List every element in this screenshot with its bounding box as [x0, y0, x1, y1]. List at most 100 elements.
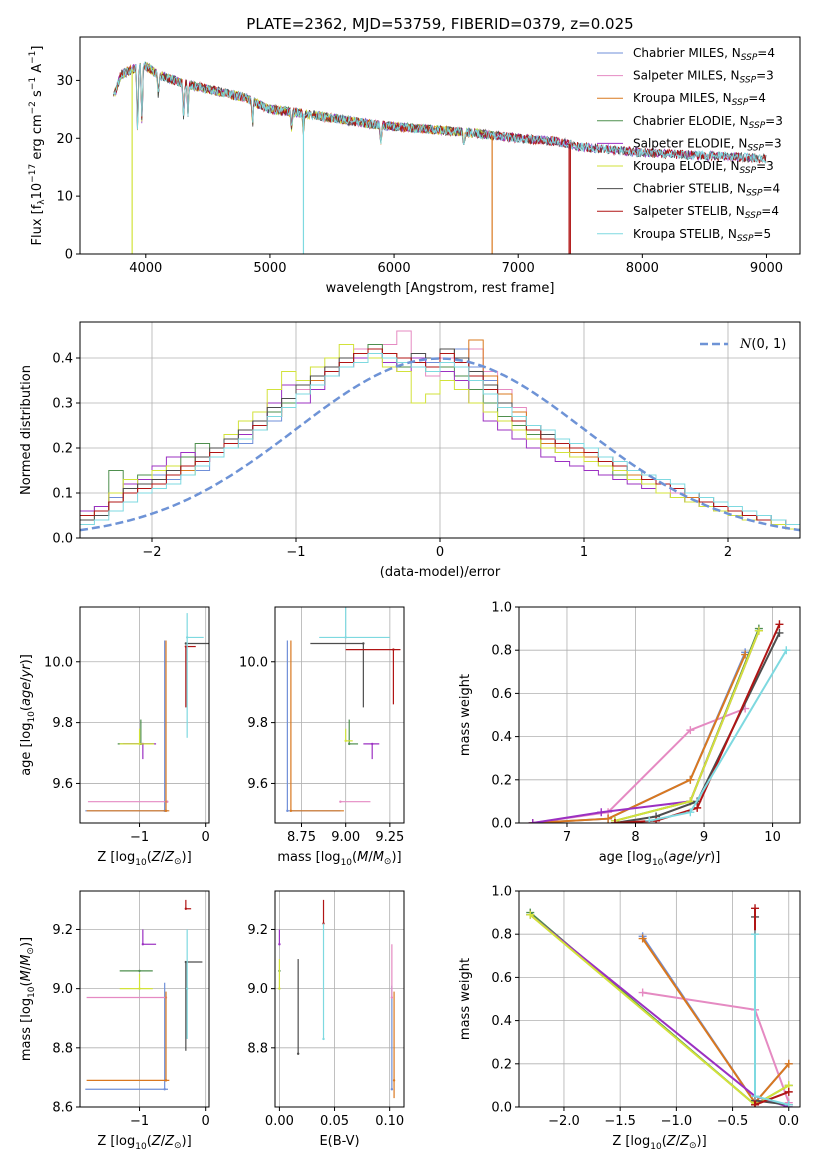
point-kroupa-miles [164, 1079, 168, 1082]
spectrum-xtick-label: 4000 [129, 261, 162, 276]
point-salpeter-miles [390, 996, 394, 999]
legend-entry-kroupa-miles: Kroupa MILES, NSSP=4 [633, 91, 766, 108]
residuals-xtick-label: −1 [286, 545, 305, 560]
point-chabrier-stelib [184, 960, 188, 964]
residuals-xtick-label: 0 [436, 545, 444, 560]
residuals-ytick-label: 0.4 [52, 352, 73, 367]
point-kroupa-elodie [278, 987, 281, 990]
marker-kroupa-miles [784, 1059, 793, 1068]
spectrum-xtick-label: 5000 [253, 261, 286, 276]
residuals-legend: N(0, 1) [700, 337, 786, 352]
point-salpeter-stelib [184, 645, 188, 648]
mass_weight_vs_Z-xtick-label: −1.5 [604, 1114, 636, 1129]
point-salpeter-stelib [184, 907, 188, 910]
mass_vs_Z-ylabel: mass [log10(M/M⊙)] [19, 937, 37, 1061]
mass_weight_vs_Z-ylabel: mass weight [458, 958, 473, 1040]
figure-title: PLATE=2362, MJD=53759, FIBERID=0379, z=0… [246, 15, 633, 33]
mass_weight_vs_Z-ytick-label: 0.0 [491, 1101, 512, 1116]
age_vs_mass-xlabel: mass [log10(M/M⊙)] [277, 850, 401, 868]
legend-entry-salpeter-stelib: Salpeter STELIB, NSSP=4 [633, 204, 779, 221]
point-salpeter-miles [166, 800, 169, 803]
age_vs_mass-xtick-label: 9.25 [375, 830, 404, 845]
mass_weight_vs_age-ytick-label: 1.0 [491, 601, 512, 616]
spectrum-plot-area [113, 61, 767, 254]
marker-kroupa-elodie [526, 910, 535, 919]
mass_vs_Z-xtick-label: −1 [130, 1114, 149, 1129]
age_vs_Z-xtick-label: 0 [202, 830, 210, 845]
residuals-xtick-label: −2 [142, 545, 161, 560]
marker-kroupa-stelib [686, 808, 695, 817]
point-chabrier-elodie [348, 742, 351, 746]
mass_vs_ebv-xtick-label: 0.05 [320, 1114, 349, 1129]
marker-kroupa-miles [638, 934, 647, 943]
legend-entry-kroupa-elodie: Kroupa ELODIE, NSSP=3 [633, 159, 774, 176]
marker-kroupa-elodie [754, 626, 763, 635]
marker-kroupa-stelib [645, 816, 654, 823]
spectrum-ytick-label: 30 [56, 74, 73, 89]
mass_weight_vs_age-frame [518, 606, 801, 824]
age_vs_Z-ytick-label: 10.0 [44, 655, 73, 670]
series-line-kroupa-miles [532, 654, 747, 823]
point-kroupa-miles [164, 809, 168, 813]
mass_weight_vs_Z-frame [518, 890, 801, 1108]
marker-salpeter-miles [638, 988, 647, 997]
mass_vs_ebv-xlabel: E(B-V) [319, 1134, 359, 1149]
mass_weight_vs_Z-xtick-label: −0.5 [717, 1114, 749, 1129]
spectrum-series-kroupa-stelib [113, 61, 767, 164]
age_vs_mass-frame [274, 606, 405, 824]
spectrum-xlabel: wavelength [Angstrom, rest frame] [326, 281, 555, 296]
age_vs_mass-xtick-label: 8.75 [287, 830, 316, 845]
mass_weight_vs_Z-ytick-label: 1.0 [491, 885, 512, 900]
chart-spectrum: Chabrier MILES, NSSP=4 Salpeter MILES, NS… [28, 36, 801, 296]
mass_vs_Z-ytick-label: 8.6 [52, 1101, 73, 1116]
age_vs_Z-xlabel: Z [log10(Z/Z⊙)] [97, 850, 191, 868]
residual-hist-kroupa-stelib [80, 353, 800, 525]
age_vs_mass-ytick-label: 9.6 [247, 777, 268, 792]
marker-kroupa-miles [604, 814, 613, 823]
mass_weight_vs_age-ytick-label: 0.8 [491, 644, 512, 659]
residuals-ytick-label: 0.2 [52, 442, 73, 457]
mass_weight_vs_age-xtick-label: 8 [631, 830, 639, 845]
mass_vs_ebv-plot-area [278, 899, 396, 1099]
mass_weight_vs_age-plot-area [528, 620, 791, 823]
mass_vs_Z-ytick-label: 8.8 [52, 1041, 73, 1056]
marker-kroupa-stelib [784, 1100, 793, 1107]
mass_weight_vs_Z-xlabel: Z [log10(Z/Z⊙)] [612, 1134, 706, 1152]
point-salpeter-miles [339, 800, 342, 803]
mass_weight_vs_age-xlabel: age [log10(age/yr)] [599, 850, 721, 868]
point-kroupa-elodie [344, 739, 347, 743]
mass_weight_vs_age-ytick-label: 0.0 [491, 817, 512, 832]
residuals-ytick-label: 0.3 [52, 397, 73, 412]
spectrum-legend: Chabrier MILES, NSSP=4 Salpeter MILES, NS… [597, 46, 783, 244]
chart-age_vs_mass: 8.75 9.00 9.25 9.6 9.8 10.0 mass [log10(M/M⊙)] [239, 606, 405, 868]
age_vs_Z-xtick-label: −1 [130, 830, 149, 845]
marker-salpeter-stelib [610, 819, 619, 823]
legend-entry-kroupa-stelib: Kroupa STELIB, NSSP=5 [633, 227, 771, 244]
point-salpeter-elodie [370, 742, 374, 746]
point-chabrier-miles [163, 1088, 166, 1091]
spectrum-xtick-label: 8000 [626, 261, 659, 276]
marker-salpeter-miles [686, 726, 695, 735]
mass_vs_ebv-xtick-label: 0.10 [375, 1114, 404, 1129]
mass_weight_vs_age-ytick-label: 0.2 [491, 773, 512, 788]
point-kroupa-elodie [138, 742, 141, 746]
point-kroupa-stelib [185, 636, 189, 639]
point-kroupa-miles [289, 809, 293, 813]
point-salpeter-elodie [141, 943, 145, 946]
marker-kroupa-miles [686, 775, 695, 784]
age_vs_mass-plot-area [286, 607, 401, 813]
spectrum-xtick-label: 7000 [502, 261, 535, 276]
age_vs_mass-xtick-label: 9.00 [331, 830, 360, 845]
mass_vs_Z-xlabel: Z [log10(Z/Z⊙)] [97, 1134, 191, 1152]
panels: Chabrier MILES, NSSP=4 Salpeter MILES, NS… [19, 36, 801, 1152]
mass_vs_ebv-ytick-label: 8.8 [247, 1041, 268, 1056]
mass_vs_Z-xtick-label: 0 [202, 1114, 210, 1129]
mass_weight_vs_age-xtick-label: 9 [700, 830, 708, 845]
marker-salpeter-stelib [751, 1100, 760, 1107]
legend-entry-salpeter-miles: Salpeter MILES, NSSP=3 [633, 69, 774, 86]
marker-salpeter-elodie [528, 819, 537, 823]
age_vs_Z-plot-area [85, 613, 209, 813]
legend-entry-chabrier-stelib: Chabrier STELIB, NSSP=4 [633, 182, 780, 199]
